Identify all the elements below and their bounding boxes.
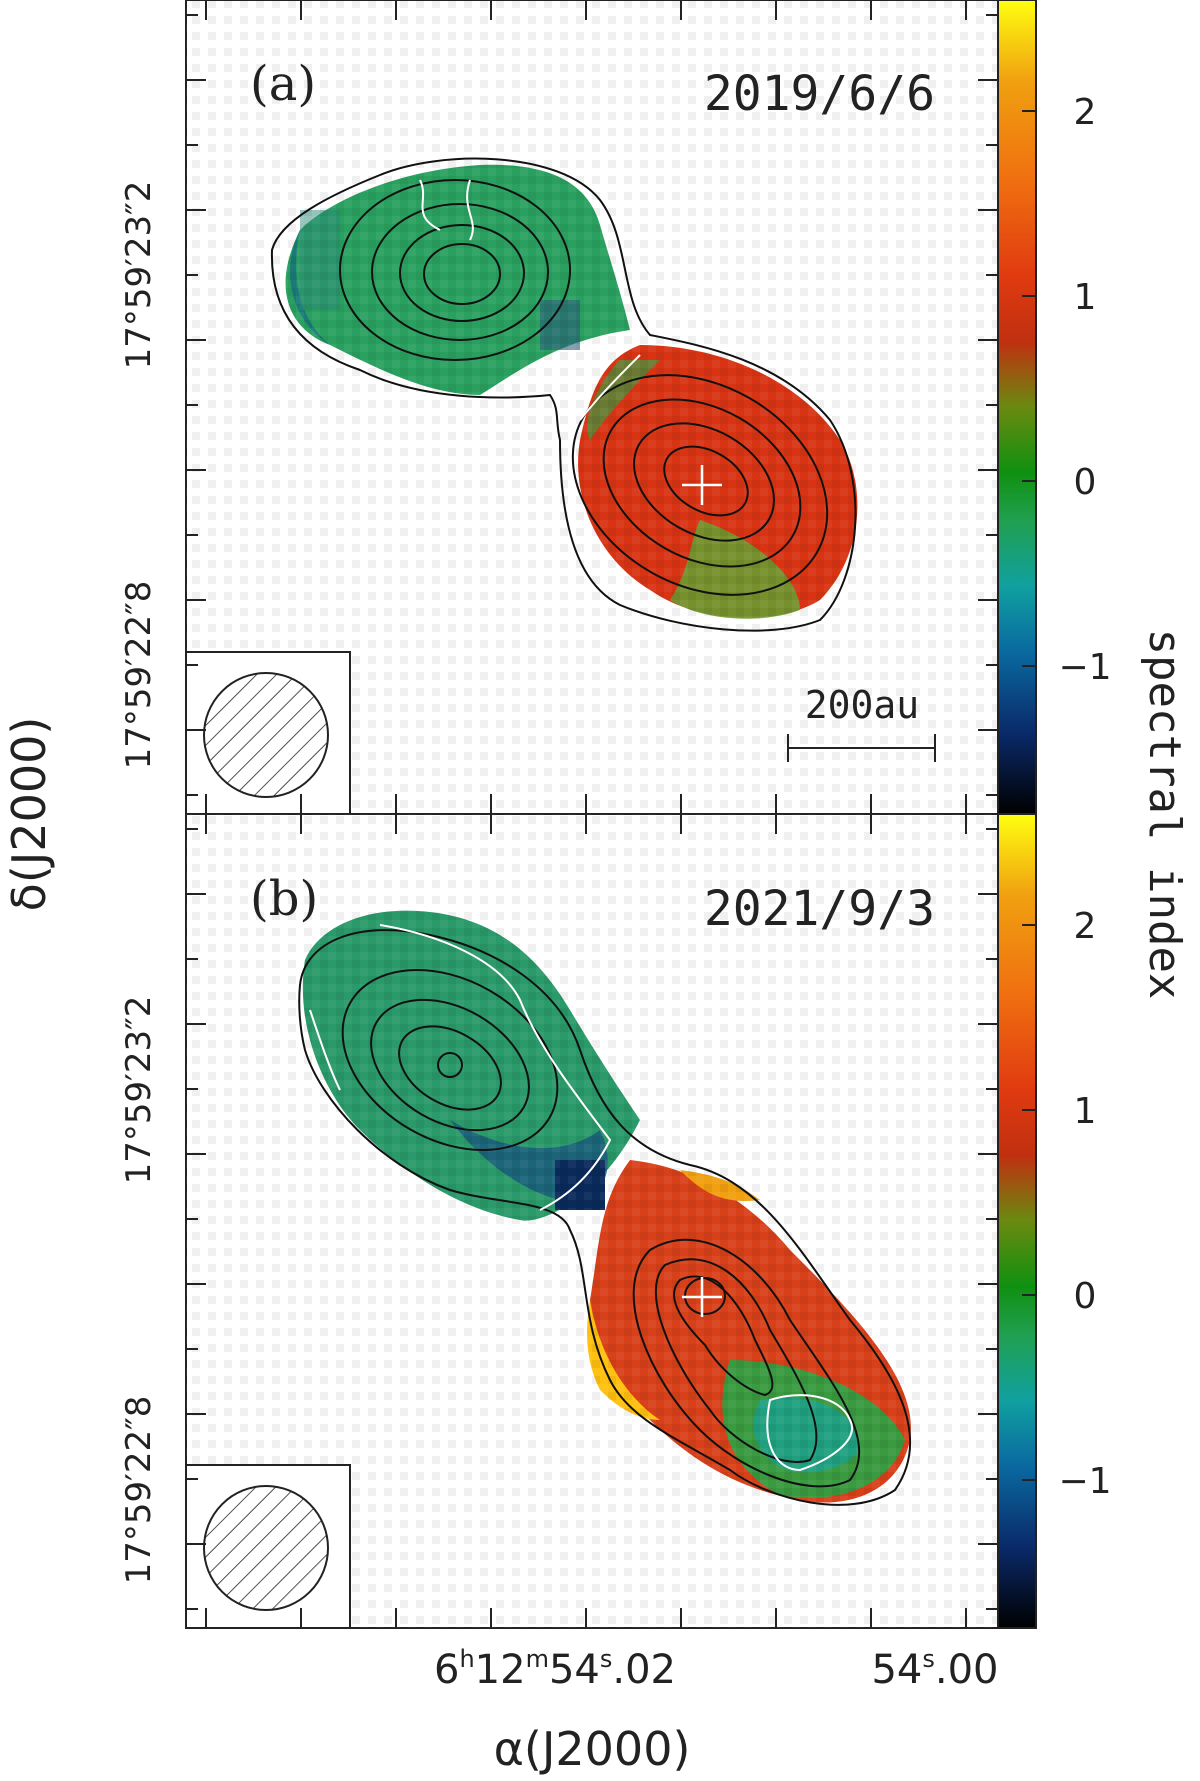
panel-b-nw-contour-1 <box>341 968 559 1152</box>
panel-b-beam <box>185 1464 351 1629</box>
panel-b-nw-contour-4 <box>437 1052 463 1078</box>
panel-b-nw-contour-3 <box>398 1025 502 1111</box>
panel-a-beam <box>185 651 351 815</box>
panel-a-beam-ellipse <box>203 672 329 798</box>
panel-b: (b) 2021/9/3 17°59′23″2 17°59′22″8 <box>119 813 999 1629</box>
panel-b-y-tick-label: 17°59′23″2 <box>119 996 159 1185</box>
panel-a-y-tick-label: 17°59′23″2 <box>119 181 159 370</box>
panel-a: 200au (a) 2019/6/6 17°59′23″2 17°59′22″8 <box>119 0 999 815</box>
panel-a-se-contour-2 <box>602 398 802 568</box>
colorbar-tick-label: 0 <box>1074 1276 1097 1317</box>
colorbar-ticks: 2 1 0 −1 2 1 0 −1 <box>1022 92 1112 1502</box>
x-axis-label: α(J2000) <box>494 1722 691 1776</box>
x-tick-label: 6h12m54s.02 <box>434 1645 676 1693</box>
panel-a-white-contour <box>419 179 641 421</box>
panel-a-nw-contour-1 <box>339 179 571 361</box>
panel-b-y-tick-label: 17°59′22″8 <box>119 1396 159 1585</box>
panel-a-peak-cross <box>682 465 722 505</box>
axis-ticks <box>186 0 998 1628</box>
panel-a-outer-contour <box>270 157 857 632</box>
panel-b-se-contour-2 <box>654 1258 818 1463</box>
panel-a-label: (a) <box>250 56 316 112</box>
colorbar-tick-label: −1 <box>1058 647 1111 688</box>
colorbar-tick-label: 1 <box>1074 277 1097 318</box>
panel-a-y-tick-label: 17°59′22″8 <box>119 581 159 770</box>
colorbar-b-bar <box>997 813 1037 1629</box>
panel-b-white-contour <box>309 924 853 1472</box>
panel-a-nw-contour-4 <box>423 243 501 305</box>
panel-b-outer-contour <box>298 929 911 1506</box>
panel-a-nw-contour-2 <box>371 203 549 341</box>
colorbar-a-bar <box>997 0 1037 815</box>
panel-a-se-contour-4 <box>663 445 749 517</box>
colorbar-tick-label: −1 <box>1058 1461 1111 1502</box>
colorbar-tick-label: 1 <box>1074 1091 1097 1132</box>
x-tick-label: 54s.00 <box>871 1645 998 1693</box>
panel-a-scale-bar-label: 200au <box>805 683 919 727</box>
colorbar-label: spectral index <box>1139 629 1190 1000</box>
colorbar-b <box>997 813 1037 1629</box>
panel-b-se-contour-1 <box>632 1238 861 1488</box>
panel-b-date: 2021/9/3 <box>704 881 935 937</box>
panel-b-label: (b) <box>250 871 318 927</box>
colorbar-tick-label: 2 <box>1074 906 1097 947</box>
panel-a-se-contour-3 <box>633 422 775 542</box>
panel-b-peak-cross <box>682 1277 722 1317</box>
colorbar-a <box>997 0 1037 815</box>
panel-b-beam-ellipse <box>203 1485 329 1611</box>
panel-b-se-contour-3 <box>673 1275 774 1397</box>
panel-a-scale-bar: 200au <box>787 683 936 762</box>
colorbar-tick-label: 2 <box>1074 92 1097 133</box>
panel-b-nw-contour-2 <box>370 998 530 1132</box>
panel-a-nw-contour-3 <box>399 224 525 322</box>
panel-a-date: 2019/6/6 <box>704 66 935 122</box>
y-axis-label: δ(J2000) <box>2 717 56 912</box>
colorbar-tick-label: 0 <box>1074 462 1097 503</box>
